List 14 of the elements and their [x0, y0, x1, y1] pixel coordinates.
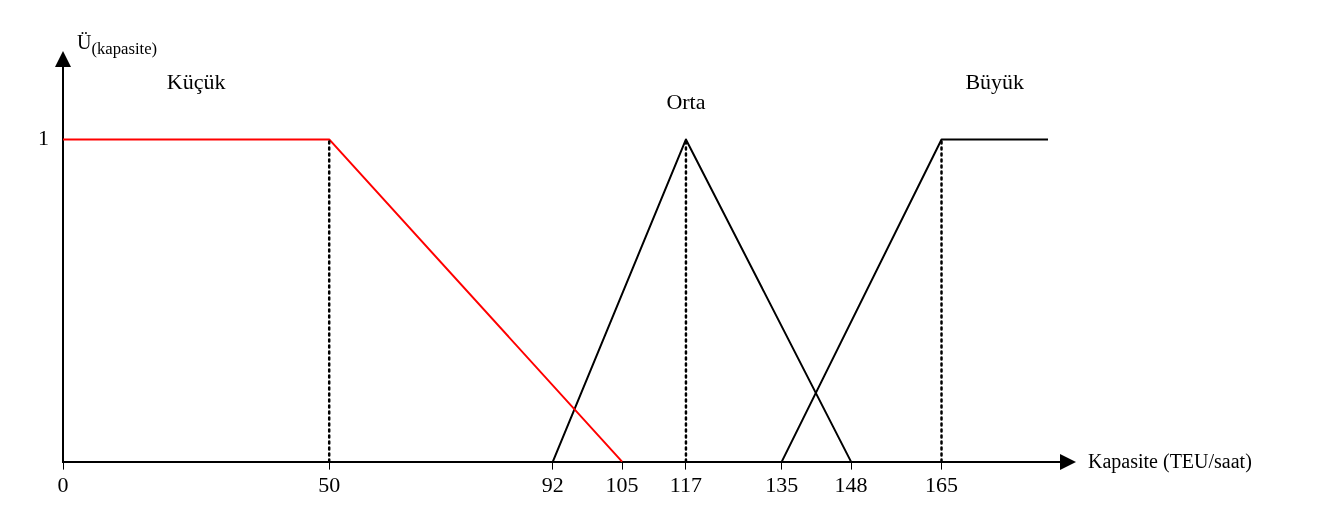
x-tick-label: 92	[541, 471, 564, 497]
text: Büyük	[965, 69, 1025, 95]
x-tick-label: 135	[765, 471, 799, 497]
series-label: Orta	[666, 89, 706, 115]
x-tick-label: 117	[669, 471, 703, 497]
x-tick-label: 105	[605, 471, 639, 497]
x-tick-label: 165	[925, 471, 959, 497]
y-axis-title: Ü$_{(kapasite)}$	[77, 31, 158, 59]
text: 1	[38, 125, 49, 151]
text: Küçük	[166, 69, 226, 95]
x-tick-label: 50	[318, 471, 341, 497]
x-tick-label: 0	[57, 471, 69, 497]
x-tick-label: 148	[834, 471, 868, 497]
x-axis-title: Kapasite (TEU/saat)	[1088, 449, 1252, 473]
